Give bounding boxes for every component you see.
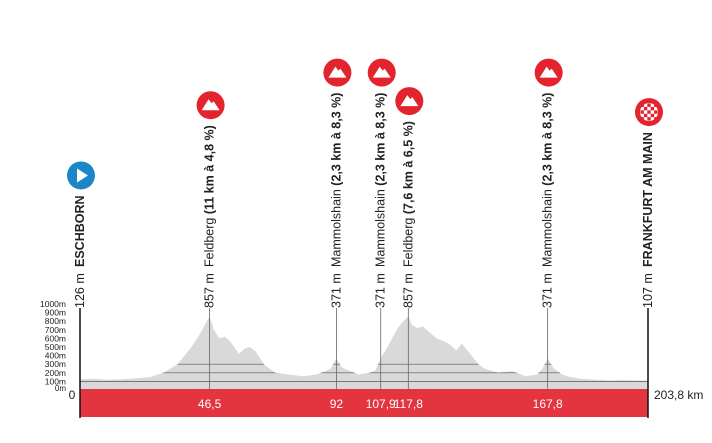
mountain-glyph: [539, 66, 558, 78]
marker-text: 857 m Feldberg (7,6 km à 6,5 %): [401, 121, 415, 308]
marker-text: 371 m Mammolshain (2,3 km à 8,3 %): [329, 93, 343, 308]
play-icon: [67, 161, 95, 190]
checker-square: [654, 110, 658, 114]
elevation-label: 857 m: [203, 273, 217, 308]
checker-square: [640, 117, 644, 121]
mountain-icon: [323, 58, 352, 87]
climb-detail: (2,3 km à 8,3 %): [329, 93, 343, 186]
location-name: Mammolshain: [374, 189, 388, 267]
km-label: 46,5: [198, 397, 222, 411]
elevation-label: 857 m: [401, 273, 415, 308]
km-label: 167,8: [533, 397, 563, 411]
checker-square: [650, 113, 655, 118]
location-name: Mammolshain: [541, 189, 555, 267]
checker-square: [640, 103, 644, 107]
x-start-label: 0: [69, 388, 76, 402]
climb-detail: (2,3 km à 8,3 %): [374, 93, 388, 186]
marker-label-3: 371 m Mammolshain (2,3 km à 8,3 %): [374, 93, 388, 308]
marker-label-4: 857 m Feldberg (7,6 km à 6,5 %): [401, 121, 415, 308]
km-label: 107,9: [366, 397, 396, 411]
marker-label-5: 371 m Mammolshain (2,3 km à 8,3 %): [541, 93, 555, 308]
marker-label-6: 107 m FRANKFURT AM MAIN: [641, 132, 655, 308]
location-name: Feldberg: [401, 218, 415, 267]
y-tick-label: 900m: [45, 308, 66, 318]
climb-detail: (11 km à 4,8 %): [203, 125, 217, 214]
elevation-label: 371 m: [374, 273, 388, 308]
checker-square: [650, 106, 655, 111]
y-tick-label: 300m: [45, 359, 66, 369]
marker-label-1: 857 m Feldberg (11 km à 4,8 %): [203, 125, 217, 308]
climb-detail: (7,6 km à 6,5 %): [401, 121, 415, 214]
checker-square: [654, 117, 658, 121]
checkered-flag-icon: [635, 98, 663, 127]
y-tick-label: 700m: [45, 325, 66, 335]
climb-detail: (2,3 km à 8,3 %): [541, 93, 555, 186]
mountain-icon: [196, 91, 225, 120]
mountain-icon: [534, 58, 563, 87]
play-glyph: [77, 168, 88, 183]
km-label: 92: [330, 397, 344, 411]
elevation-label: 126 m: [73, 273, 87, 308]
marker-text: 126 m ESCHBORN: [73, 195, 87, 308]
mountain-icon: [367, 58, 396, 87]
y-tick-label: 800m: [45, 316, 66, 326]
km-label: 117,8: [394, 397, 423, 411]
elevation-label: 371 m: [329, 273, 343, 308]
marker-label-0: 126 m ESCHBORN: [73, 195, 87, 308]
location-name: Mammolshain: [329, 189, 343, 267]
mountain-icon: [395, 87, 424, 116]
checker-square: [643, 113, 648, 118]
elevation-profile-area: [80, 316, 648, 390]
location-name: ESCHBORN: [73, 195, 87, 267]
location-name: Feldberg: [203, 218, 217, 267]
distance-band: [80, 389, 648, 417]
elevation-label: 107 m: [641, 273, 655, 308]
y-tick-label: 400m: [45, 351, 66, 361]
elevation-label: 371 m: [541, 273, 555, 308]
mountain-glyph: [372, 66, 391, 78]
marker-text: 371 m Mammolshain (2,3 km à 8,3 %): [374, 93, 388, 308]
checker-square: [654, 103, 658, 107]
y-tick-label: 500m: [45, 342, 66, 352]
y-tick-label: 200m: [45, 368, 66, 378]
y-tick-label: 1000m: [40, 299, 66, 309]
marker-text: 371 m Mammolshain (2,3 km à 8,3 %): [541, 93, 555, 308]
mountain-glyph: [201, 99, 220, 111]
y-tick-label: 0m: [55, 384, 66, 393]
x-end-label: 203,8 km: [654, 388, 703, 402]
y-tick-label: 600m: [45, 333, 66, 343]
checker-square: [643, 106, 648, 111]
y-tick-label: 100m: [45, 376, 66, 386]
checker-square: [640, 110, 644, 114]
checker-square: [647, 117, 651, 121]
location-name: FRANKFURT AM MAIN: [641, 132, 655, 267]
checker-square: [647, 110, 651, 114]
marker-text: 857 m Feldberg (11 km à 4,8 %): [203, 125, 217, 308]
checker-square: [647, 103, 651, 107]
mountain-glyph: [328, 66, 347, 78]
mountain-glyph: [400, 95, 419, 107]
marker-label-2: 371 m Mammolshain (2,3 km à 8,3 %): [329, 93, 343, 308]
marker-text: 107 m FRANKFURT AM MAIN: [641, 132, 655, 308]
